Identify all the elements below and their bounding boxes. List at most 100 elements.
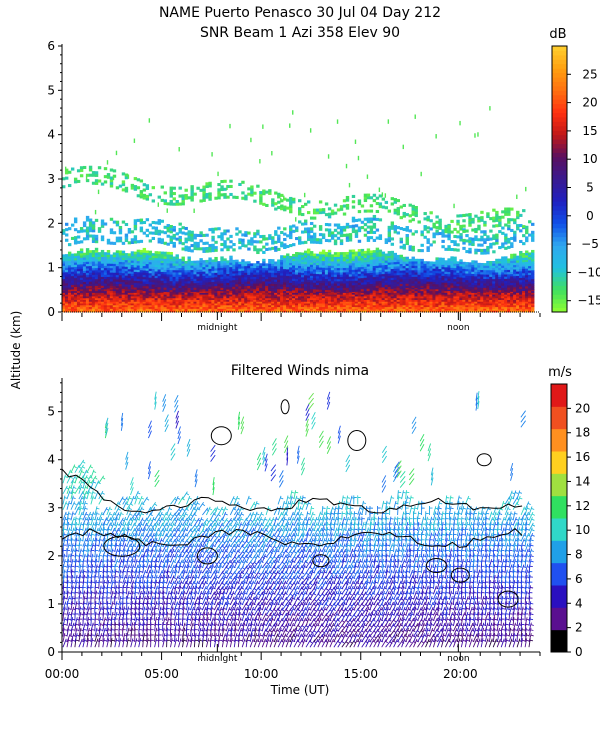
snr-colorbar-swatch: [552, 125, 567, 131]
snr-colorbar-tick-label: 20: [582, 96, 597, 110]
snr-colorbar-tick-label: 5: [586, 180, 594, 194]
snr-time-marker-label: noon: [447, 323, 469, 333]
wind-time-marker-label: midnight: [197, 654, 238, 664]
snr-colorbar-swatch: [552, 196, 567, 202]
wind-colorbar-swatch: [551, 406, 567, 430]
snr-colorbar-swatch: [552, 94, 567, 100]
wind-contour-cell: [425, 558, 447, 573]
snr-colorbar-swatch: [552, 285, 567, 291]
snr-colorbar-swatch: [552, 147, 567, 153]
wind-contour-upper: [61, 468, 523, 514]
snr-colorbar-swatch: [552, 227, 567, 233]
wind-colorbar-swatch: [551, 428, 567, 452]
snr-cells: [62, 106, 535, 313]
snr-colorbar-swatch: [552, 223, 567, 229]
snr-colorbar-tick-label: 10: [582, 152, 597, 166]
wind-y-tick-label: 0: [47, 645, 55, 659]
snr-colorbar-tick-label: 15: [582, 124, 597, 138]
snr-colorbar-tick-label: −10: [577, 265, 600, 279]
snr-colorbar-swatch: [552, 77, 567, 82]
wind-colorbar-tick-label: 10: [575, 523, 590, 537]
snr-y-tick-label: 0: [47, 305, 55, 319]
snr-colorbar-swatch: [552, 143, 567, 149]
snr-colorbar-swatch: [552, 294, 567, 300]
wind-colorbar-tick-label: 20: [575, 401, 590, 415]
wind-barb-panel: 0 1 2 3 4 5 00:00 05:00 10:00 15:00 20:00 midnight n…: [45, 378, 541, 681]
wind-contours: [61, 399, 523, 608]
wind-y-tick-label: 5: [47, 405, 55, 419]
snr-colorbar-swatch: [552, 50, 567, 56]
snr-colorbar-swatch: [552, 130, 567, 136]
wind-colorbar-tick-label: 2: [575, 621, 583, 635]
snr-colorbar-swatch: [552, 267, 567, 273]
wind-colorbar-tick-label: 12: [575, 499, 590, 513]
snr-colorbar-swatch: [552, 72, 567, 78]
snr-colorbar-swatch: [552, 289, 567, 295]
wind-contour-cell: [450, 567, 470, 583]
snr-colorbar-swatch: [552, 170, 567, 176]
snr-colorbar: 25 20 15 10 5 0 −5 −10 −15: [551, 45, 600, 313]
wind-colorbar-tick-label: 6: [575, 572, 583, 586]
wind-x-tick-label: 05:00: [144, 667, 179, 681]
snr-colorbar-tick-label: −5: [581, 237, 599, 251]
snr-y-tick-label: 5: [47, 83, 55, 97]
wind-colorbar-unit: m/s: [548, 365, 572, 380]
wind-colorbar-swatch: [551, 540, 567, 564]
snr-panel-title: SNR Beam 1 Azi 358 Elev 90: [200, 25, 400, 41]
wind-colorbar-swatch: [551, 451, 567, 474]
wind-colorbar-tick-label: 4: [575, 596, 583, 610]
wind-y-tick-label: 1: [47, 597, 55, 611]
snr-colorbar-tick-label: −15: [577, 294, 600, 308]
snr-colorbar-swatch: [552, 112, 567, 118]
snr-colorbar-swatch: [552, 236, 567, 242]
snr-colorbar-swatch: [552, 85, 567, 91]
wind-colorbar-swatch: [551, 585, 567, 608]
snr-colorbar-swatch: [552, 121, 567, 127]
snr-colorbar-swatch: [552, 161, 567, 167]
snr-y-tick-label: 2: [47, 216, 55, 230]
snr-colorbar-swatch: [552, 263, 567, 269]
snr-colorbar-swatch: [552, 165, 567, 171]
snr-colorbar-swatch: [552, 241, 567, 246]
figure-title: NAME Puerto Penasco 30 Jul 04 Day 212: [159, 5, 441, 21]
snr-colorbar-swatch: [552, 152, 567, 158]
wind-y-tick-label: 3: [47, 501, 55, 515]
wind-colorbar-tick-label: 8: [575, 548, 583, 562]
snr-colorbar-swatch: [552, 174, 567, 180]
wind-x-tick-label: 15:00: [343, 667, 378, 681]
snr-colorbar-frame: [551, 45, 568, 313]
wind-colorbar-swatch: [551, 562, 567, 586]
wind-colorbar-tick-label: 16: [575, 450, 590, 464]
wind-colorbar-frame: [550, 383, 568, 653]
snr-colorbar-swatch: [552, 103, 567, 109]
wind-colorbar-tick-label: 14: [575, 474, 590, 488]
snr-colorbar-swatch: [552, 307, 567, 313]
snr-colorbar-swatch: [552, 249, 567, 255]
wind-contour-cell: [196, 547, 218, 565]
snr-colorbar-swatch: [552, 258, 567, 264]
snr-colorbar-swatch: [552, 90, 567, 96]
wind-colorbar-swatch: [551, 473, 567, 497]
wind-contour-cell: [103, 535, 141, 557]
snr-colorbar-swatch: [552, 201, 567, 207]
snr-heatmap-panel: 0 1 2 3 4 5 6 midnight noon: [47, 39, 541, 333]
snr-colorbar-unit: dB: [549, 27, 566, 42]
snr-colorbar-tick-label: 25: [582, 67, 597, 81]
snr-colorbar-swatch: [552, 232, 567, 238]
snr-y-tick-label: 3: [47, 172, 55, 186]
snr-colorbar-swatch: [552, 116, 567, 122]
wind-contour-cell: [280, 399, 290, 415]
wind-x-tick-label: 00:00: [45, 667, 80, 681]
wind-colorbar-swatch: [551, 518, 567, 541]
wind-panel-title: Filtered Winds nima: [231, 363, 369, 379]
wind-colorbar-swatch: [551, 607, 567, 631]
snr-colorbar-swatch: [552, 218, 567, 224]
wind-contour-cell: [347, 430, 367, 451]
wind-x-tick-label: 10:00: [244, 667, 279, 681]
snr-colorbar-swatch: [552, 214, 567, 220]
snr-colorbar-swatch: [552, 192, 567, 198]
snr-colorbar-swatch: [552, 210, 567, 215]
wind-contour-lower: [61, 527, 523, 548]
